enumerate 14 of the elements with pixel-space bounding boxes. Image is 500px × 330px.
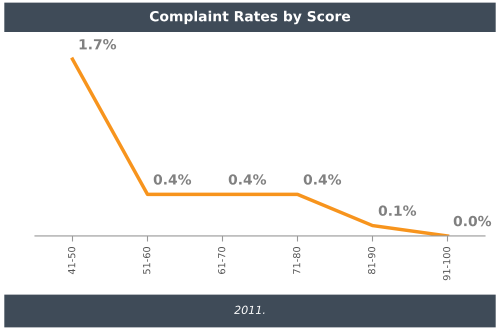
text: 2011. bbox=[234, 306, 264, 314]
x-tick-label: 61-70 bbox=[218, 247, 226, 274]
data-label: 0.1% bbox=[378, 205, 416, 216]
data-label: 1.7% bbox=[80, 39, 116, 50]
x-tick-label: 81-90 bbox=[368, 247, 376, 274]
data-label: 0.4% bbox=[154, 174, 192, 185]
data-label: 0.4% bbox=[228, 174, 266, 185]
data-label: 0.4% bbox=[304, 174, 342, 185]
x-tick-label: 71-80 bbox=[292, 247, 300, 274]
x-tick-label: 91-100 bbox=[442, 247, 450, 280]
chart-title: Complaint Rates by Score bbox=[150, 10, 350, 24]
data-label: 0.0% bbox=[454, 216, 492, 226]
x-tick-label: 41-50 bbox=[68, 247, 76, 274]
x-tick-label: 51-60 bbox=[142, 247, 150, 274]
